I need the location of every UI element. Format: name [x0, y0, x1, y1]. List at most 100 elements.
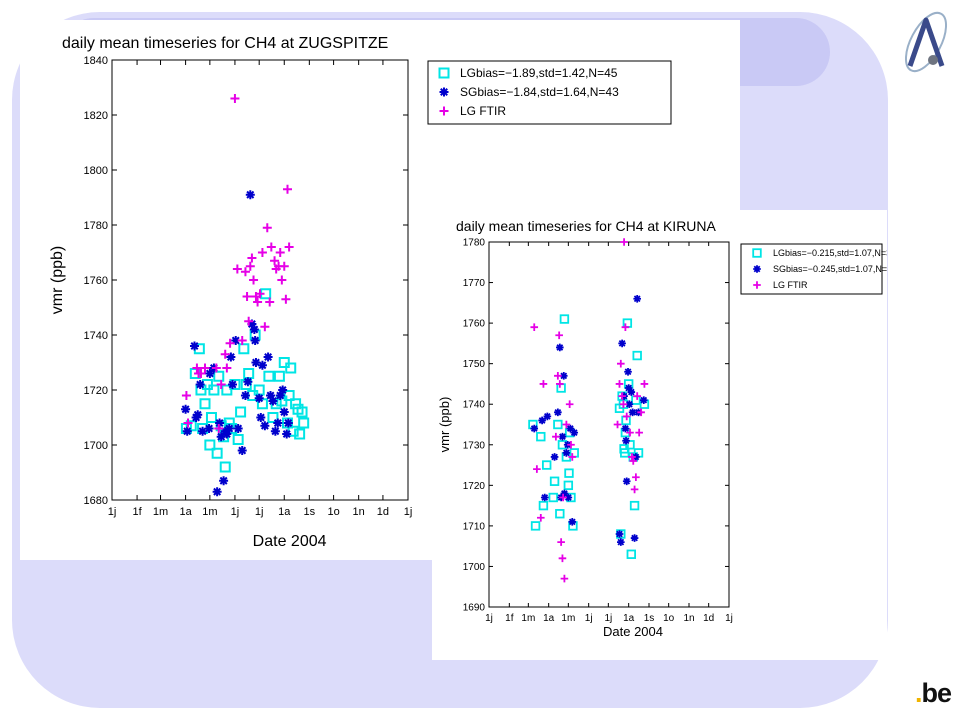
zugspitze-ytick-label: 1760	[84, 275, 108, 287]
zugspitze-square-point	[267, 412, 279, 423]
zugspitze-asterisk-point	[222, 429, 232, 439]
be-logo-dot: .	[915, 678, 922, 708]
zugspitze-ytick-label: 1800	[84, 165, 108, 177]
kiruna-plus-point	[565, 400, 574, 409]
kiruna-square-point	[564, 468, 574, 478]
kiruna-asterisk-point	[627, 388, 636, 396]
kiruna-xtick-label: 1j	[585, 613, 593, 624]
kiruna-square-point	[553, 419, 563, 430]
kiruna-asterisk-point	[622, 477, 631, 486]
kiruna-square-point	[538, 500, 549, 511]
zugspitze-legend-label: SGbias=−1.84,std=1.64,N=43	[460, 85, 619, 99]
zugspitze-asterisk-point	[215, 418, 225, 428]
zugspitze-plus-point	[253, 297, 263, 307]
kiruna-legend-marker	[753, 265, 761, 273]
kiruna-plus-point	[537, 513, 545, 522]
zugspitze-asterisk-point	[266, 391, 276, 400]
zugspitze-plus-point	[281, 294, 291, 304]
kiruna-square-point	[563, 480, 574, 491]
zugspitze-asterisk-point	[231, 336, 241, 345]
be-logo: .be	[915, 678, 952, 709]
zugspitze-ytick-label: 1720	[84, 385, 108, 397]
zugspitze-plus-point	[192, 363, 202, 373]
kiruna-plus-point	[626, 428, 634, 437]
zugspitze-xtick-label: 1a	[278, 506, 291, 518]
kiruna-asterisk-point	[543, 412, 552, 421]
zugspitze-asterisk-point	[228, 380, 238, 389]
kiruna-plus-point	[620, 238, 628, 246]
kiruna-asterisk-point	[559, 372, 568, 380]
kiruna-plus-point	[557, 538, 565, 546]
kiruna-xtick-label: 1m	[561, 613, 575, 624]
zugspitze-asterisk-point	[251, 358, 261, 367]
kiruna-plus-point	[567, 440, 575, 449]
zugspitze-plus-point	[240, 267, 250, 277]
zugspitze-xtick-label: 1j	[231, 506, 240, 518]
kiruna-asterisk-point	[639, 396, 648, 404]
zugspitze-asterisk-point	[182, 426, 192, 436]
zugspitze-asterisk-point	[224, 424, 234, 433]
kiruna-asterisk-point	[621, 424, 630, 433]
zugspitze-chart: daily mean timeseries for CH4 at ZUGSPIT…	[49, 35, 672, 550]
zugspitze-xtick-label: 1a	[179, 506, 192, 518]
zugspitze-asterisk-point	[245, 190, 255, 200]
kiruna-ytick-label: 1720	[463, 481, 486, 492]
kiruna-ytick-label: 1740	[463, 400, 486, 411]
zugspitze-plus-point	[245, 261, 255, 271]
kiruna-square-point	[629, 500, 640, 511]
zugspitze-plus-point	[277, 275, 287, 285]
kiruna-plus-point	[530, 323, 539, 331]
zugspitze-asterisk-point	[256, 413, 266, 422]
kiruna-plus-point	[619, 400, 628, 409]
kiruna-ytick-label: 1750	[463, 359, 486, 370]
zugspitze-plus-point	[232, 264, 242, 274]
kiruna-plus-point	[621, 323, 630, 331]
kiruna-plus-point	[556, 380, 564, 388]
zugspitze-asterisk-point	[247, 319, 257, 329]
kiruna-ytick-label: 1730	[463, 440, 486, 451]
zugspitze-asterisk-point	[237, 446, 247, 455]
kiruna-asterisk-point	[530, 424, 539, 433]
zugspitze-plus-point	[282, 184, 292, 194]
kiruna-ytick-label: 1760	[463, 319, 486, 330]
zugspitze-plot-area	[111, 59, 409, 501]
kiruna-plus-point	[615, 380, 624, 388]
kiruna-plus-point	[533, 465, 541, 473]
zugspitze-xtick-label: 1s	[304, 506, 316, 518]
zugspitze-plus-point	[183, 418, 193, 428]
kiruna-square-point	[559, 314, 570, 324]
kiruna-asterisk-point	[566, 424, 575, 433]
kiruna-plus-point	[554, 372, 562, 380]
zugspitze-square-point	[263, 370, 275, 382]
zugspitze-asterisk-point	[257, 360, 267, 370]
zugspitze-asterisk-point	[275, 391, 285, 400]
kiruna-asterisk-point	[564, 493, 573, 502]
kiruna-plus-point	[559, 493, 567, 502]
kiruna-legend-label: LG FTIR	[773, 280, 808, 290]
kiruna-plus-point	[555, 331, 563, 340]
zugspitze-asterisk-point	[250, 336, 260, 345]
kiruna-plus-point	[635, 428, 643, 437]
zugspitze-legend-label: LG FTIR	[460, 104, 506, 118]
kiruna-plus-point	[613, 420, 622, 429]
kiruna-asterisk-point	[625, 400, 634, 409]
kiruna-xtick-label: 1j	[485, 613, 493, 624]
zugspitze-ytick-label: 1700	[84, 440, 108, 452]
zugspitze-plus-point	[266, 242, 276, 252]
zugspitze-asterisk-point	[205, 369, 215, 378]
kiruna-square-point	[632, 350, 642, 361]
zugspitze-plus-point	[200, 363, 210, 373]
zugspitze-square-point	[199, 398, 211, 410]
zugspitze-asterisk-point	[278, 385, 288, 395]
kiruna-asterisk-point	[624, 367, 632, 376]
zugspitze-legend-marker	[439, 87, 449, 97]
zugspitze-ytick-label: 1820	[84, 110, 108, 122]
kiruna-asterisk-point	[558, 432, 567, 441]
kiruna-xtick-label: 1j	[604, 613, 612, 624]
kiruna-square-point	[555, 509, 565, 519]
zugspitze-asterisk-point	[254, 393, 264, 403]
kiruna-plus-point	[632, 473, 640, 482]
zugspitze-legend	[427, 60, 672, 125]
kiruna-square-point	[530, 521, 541, 531]
zugspitze-asterisk-point	[233, 424, 243, 433]
